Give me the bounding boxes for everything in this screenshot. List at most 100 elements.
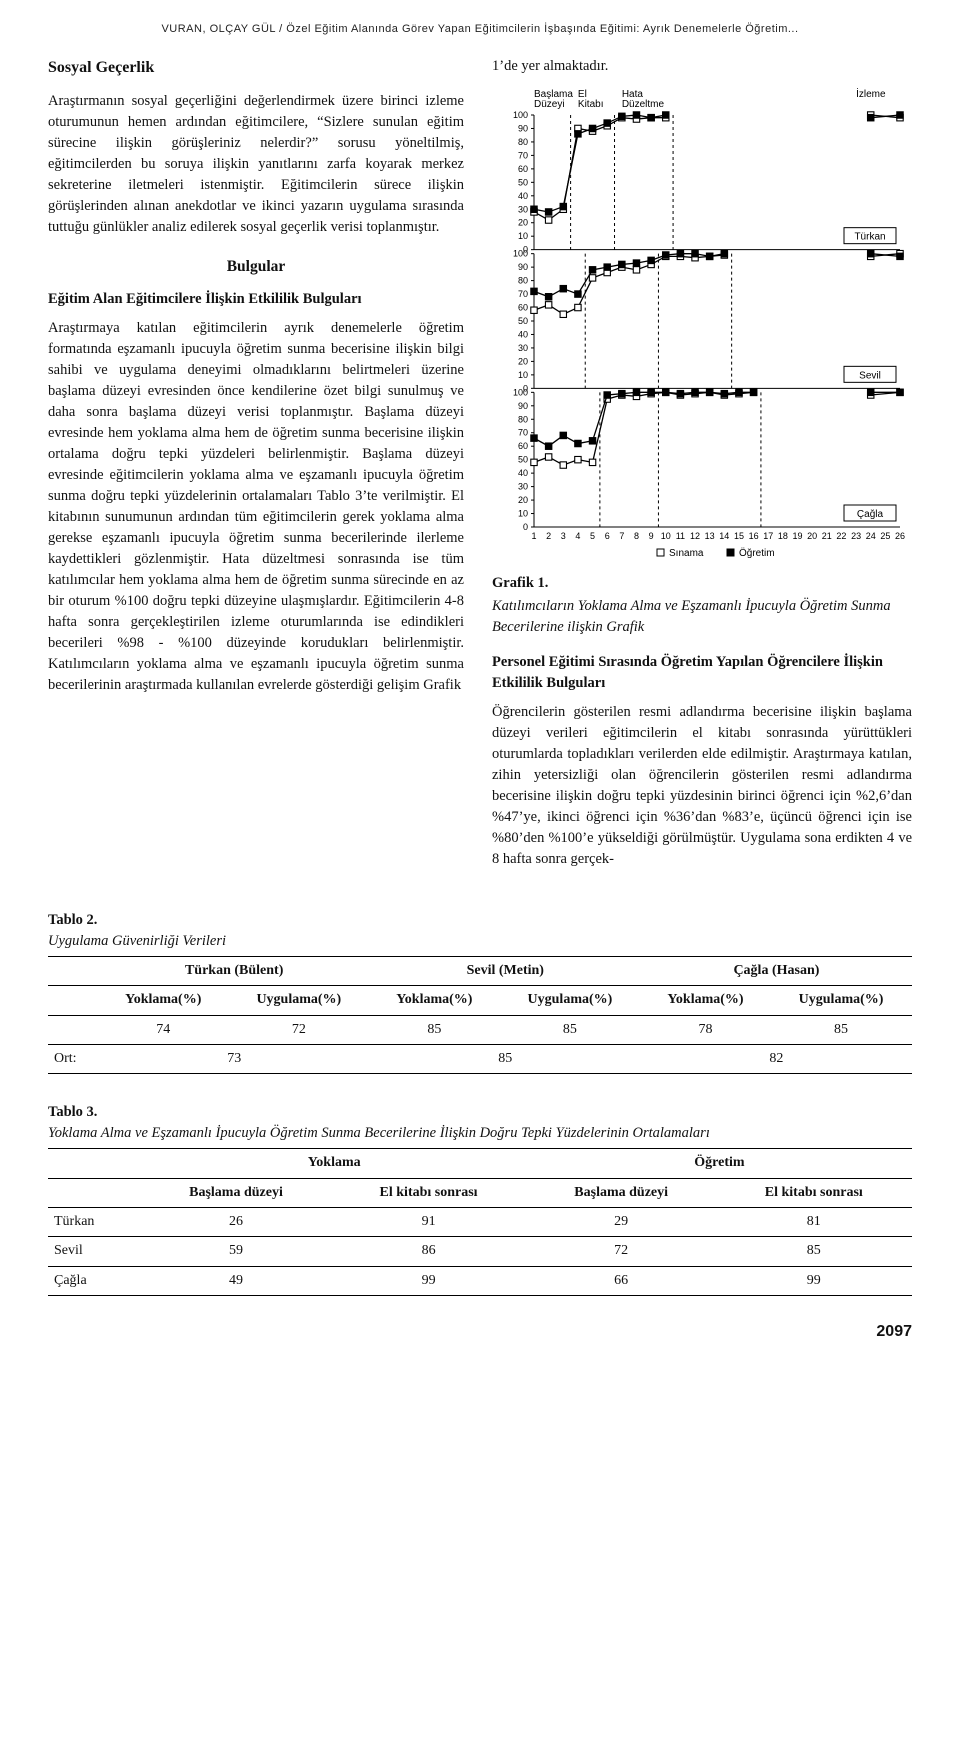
y-tick-label: 50 — [518, 455, 528, 465]
x-tick-label: 2 — [546, 531, 551, 541]
data-point-open — [545, 454, 551, 460]
data-point-filled — [545, 209, 551, 215]
data-point-filled — [633, 260, 639, 266]
data-point-filled — [575, 131, 581, 137]
data-point-filled — [706, 389, 712, 395]
column-header: El kitabı sonrası — [716, 1178, 912, 1207]
data-point-filled — [721, 390, 727, 396]
data-point-filled — [633, 389, 639, 395]
data-point-open — [531, 307, 537, 313]
svg-text:Öğretim: Öğretim — [739, 547, 775, 559]
figure-caption-text: Katılımcıların Yoklama Alma ve Eşzamanlı… — [492, 596, 912, 638]
column-header: Başlama düzeyi — [527, 1178, 716, 1207]
y-tick-label: 50 — [518, 316, 528, 326]
y-tick-label: 90 — [518, 262, 528, 272]
data-point-filled — [868, 114, 874, 120]
data-point-filled — [575, 291, 581, 297]
column-group-header: Türkan (Bülent) — [99, 957, 370, 986]
x-tick-label: 24 — [866, 531, 876, 541]
paragraph: Araştırmaya katılan eğitimcilerin ayrık … — [48, 318, 464, 696]
x-tick-label: 26 — [895, 531, 905, 541]
y-tick-label: 10 — [518, 231, 528, 241]
x-tick-label: 22 — [836, 531, 846, 541]
data-point-filled — [663, 112, 669, 118]
table-cell: 85 — [370, 1045, 641, 1074]
phase-label: Düzeyi — [534, 99, 565, 110]
x-tick-label: 3 — [561, 531, 566, 541]
subject-label: Çağla — [857, 509, 884, 520]
data-point-filled — [531, 206, 537, 212]
data-point-filled — [545, 443, 551, 449]
data-point-open — [575, 304, 581, 310]
table-cell: 73 — [99, 1045, 370, 1074]
svg-text:Sınama: Sınama — [669, 548, 704, 559]
table-cell: 78 — [641, 1015, 770, 1044]
data-point-filled — [560, 285, 566, 291]
data-point-filled — [531, 288, 537, 294]
data-point-open — [560, 462, 566, 468]
x-tick-label: 18 — [778, 531, 788, 541]
x-tick-label: 21 — [822, 531, 832, 541]
y-tick-label: 30 — [518, 204, 528, 214]
data-point-filled — [663, 389, 669, 395]
column-header: Yoklama(%) — [370, 986, 499, 1015]
table-cell: 74 — [99, 1015, 228, 1044]
table-cell: 66 — [527, 1266, 716, 1295]
data-point-filled — [560, 432, 566, 438]
table-cell: 85 — [716, 1237, 912, 1266]
section-heading-sosyal: Sosyal Geçerlik — [48, 56, 464, 79]
data-point-filled — [868, 250, 874, 256]
subsection-heading: Personel Eğitimi Sırasında Öğretim Yapıl… — [492, 652, 912, 694]
data-point-open — [545, 217, 551, 223]
data-point-open — [531, 459, 537, 465]
table-subtitle: Yoklama Alma ve Eşzamanlı İpucuyla Öğret… — [48, 1125, 710, 1141]
y-tick-label: 0 — [523, 522, 528, 532]
data-point-filled — [897, 253, 903, 259]
subject-label: Türkan — [854, 232, 885, 243]
chart-legend: Sınama Öğretim — [657, 547, 775, 559]
column-header: Uygulama(%) — [770, 986, 912, 1015]
x-tick-label: 19 — [793, 531, 803, 541]
data-point-open — [589, 459, 595, 465]
y-tick-label: 100 — [513, 387, 528, 397]
x-tick-label: 25 — [880, 531, 890, 541]
x-tick-label: 14 — [719, 531, 729, 541]
y-tick-label: 90 — [518, 123, 528, 133]
x-tick-label: 1 — [531, 531, 536, 541]
table-cell: 72 — [228, 1015, 370, 1044]
data-point-filled — [663, 252, 669, 258]
data-point-filled — [619, 261, 625, 267]
table-cell: 82 — [641, 1045, 912, 1074]
phase-label: Düzeltme — [622, 99, 665, 110]
paragraph: 1’de yer almaktadır. — [492, 56, 912, 77]
data-point-filled — [619, 113, 625, 119]
y-tick-label: 40 — [518, 329, 528, 339]
table-cell: 81 — [716, 1208, 912, 1237]
y-tick-label: 60 — [518, 441, 528, 451]
data-point-filled — [619, 390, 625, 396]
y-tick-label: 10 — [518, 508, 528, 518]
table-2: Tablo 2. Uygulama Güvenirliği Verileri T… — [48, 910, 912, 1074]
section-heading-bulgular: Bulgular — [48, 256, 464, 278]
data-point-filled — [706, 253, 712, 259]
table-cell: 26 — [142, 1208, 331, 1237]
column-group-header: Öğretim — [527, 1149, 912, 1178]
table-cell: 91 — [330, 1208, 526, 1237]
paragraph: Öğrencilerin gösterilen resmi adlandırma… — [492, 702, 912, 870]
y-tick-label: 100 — [513, 110, 528, 120]
data-point-filled — [692, 250, 698, 256]
column-group-header: Yoklama — [142, 1149, 527, 1178]
data-point-filled — [721, 250, 727, 256]
data-point-filled — [868, 389, 874, 395]
column-header: Yoklama(%) — [99, 986, 228, 1015]
column-group-header: Çağla (Hasan) — [641, 957, 912, 986]
y-tick-label: 40 — [518, 468, 528, 478]
table-cell: 85 — [770, 1015, 912, 1044]
data-point-filled — [575, 440, 581, 446]
data-point-filled — [633, 112, 639, 118]
data-point-filled — [677, 250, 683, 256]
y-tick-label: 80 — [518, 414, 528, 424]
phase-label: Kitabı — [578, 99, 604, 110]
table-title: Tablo 2. — [48, 912, 97, 928]
y-tick-label: 60 — [518, 302, 528, 312]
